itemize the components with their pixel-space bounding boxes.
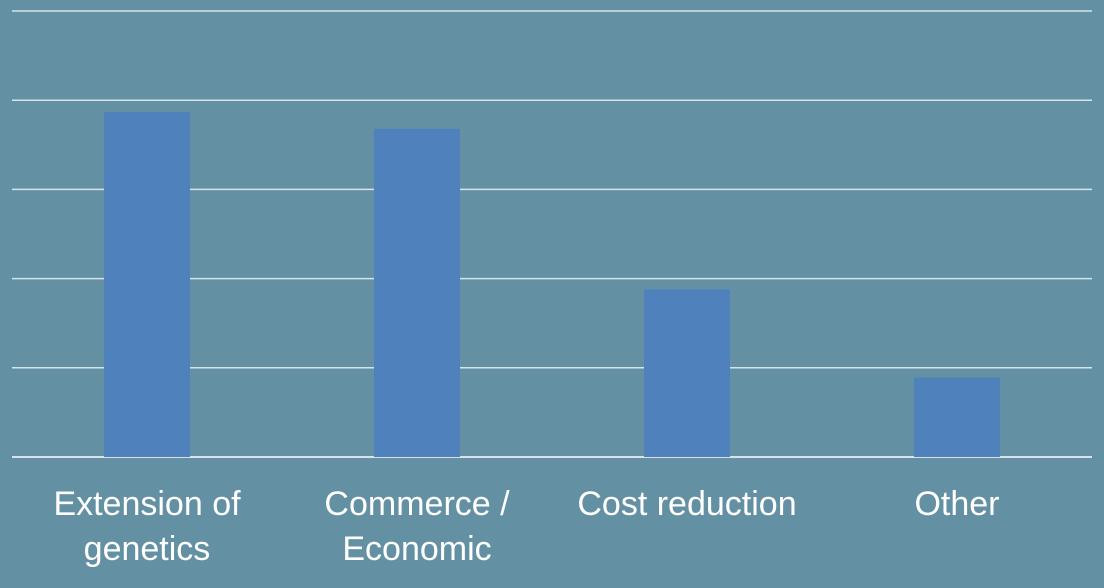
category-label-0-line-1: genetics (84, 530, 211, 568)
category-label-2-line-0: Cost reduction (577, 485, 796, 523)
category-label-2: Cost reduction (577, 485, 796, 523)
bar-3 (914, 377, 1000, 457)
bar-0 (104, 111, 190, 458)
category-label-3: Other (914, 485, 999, 523)
category-label-1-line-1: Economic (342, 530, 491, 568)
gridlines (12, 10, 1092, 458)
category-label-1-line-0: Commerce / (324, 485, 510, 523)
bar-1 (374, 128, 460, 457)
bar-2 (644, 289, 730, 457)
category-label-0-line-0: Extension of (53, 485, 241, 523)
category-label-3-line-0: Other (914, 485, 999, 523)
category-label-1: Commerce / Economic (324, 485, 510, 568)
bars (104, 111, 1000, 458)
category-label-0: Extension of genetics (53, 485, 241, 568)
